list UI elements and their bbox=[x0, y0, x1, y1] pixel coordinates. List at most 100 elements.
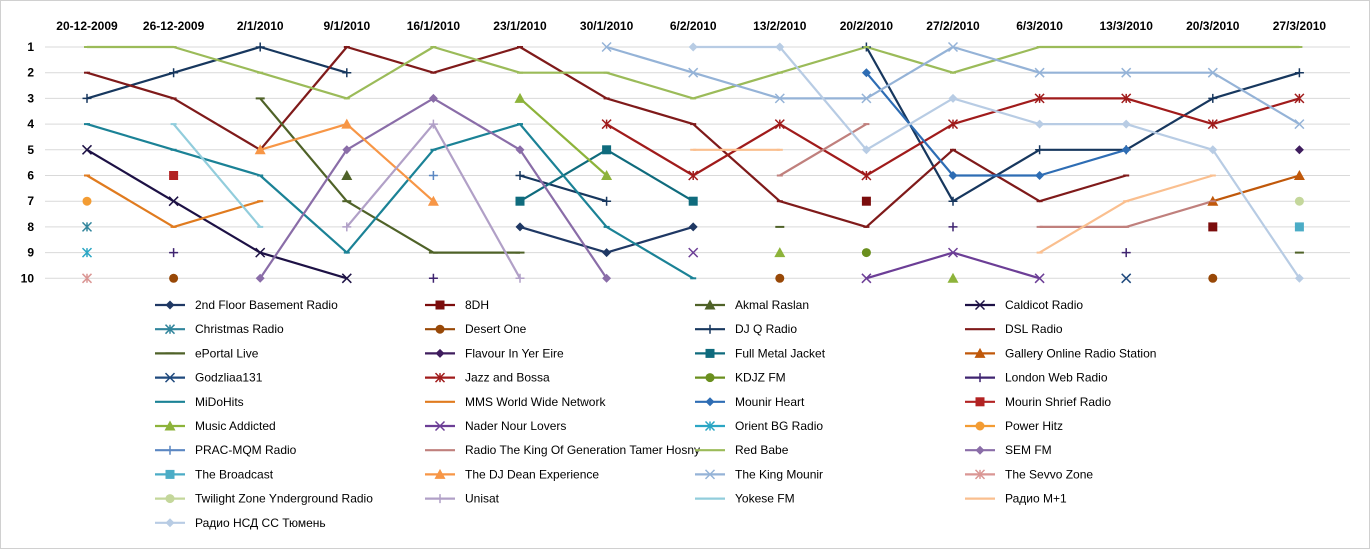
legend-label: DJ Q Radio bbox=[735, 322, 797, 336]
legend-label: PRAC-MQM Radio bbox=[195, 443, 297, 457]
data-point bbox=[688, 196, 698, 206]
data-point bbox=[704, 420, 716, 432]
legend-label: Flavour In Yer Eire bbox=[465, 346, 564, 360]
data-point bbox=[602, 248, 612, 258]
legend-item: Mounir Heart bbox=[695, 395, 805, 409]
data-point bbox=[165, 300, 175, 310]
data-point bbox=[169, 68, 179, 78]
data-point bbox=[169, 273, 179, 283]
legend-label: The DJ Dean Experience bbox=[465, 467, 599, 481]
data-point bbox=[1034, 67, 1045, 78]
legend-label: ePortal Live bbox=[195, 346, 259, 360]
data-point bbox=[705, 397, 715, 407]
data-point bbox=[169, 248, 179, 258]
data-point bbox=[601, 41, 612, 53]
x-tick-label: 20/2/2010 bbox=[840, 19, 894, 33]
series-line bbox=[519, 174, 607, 203]
legend-label: MiDoHits bbox=[195, 395, 244, 409]
legend-item: MMS World Wide Network bbox=[425, 395, 606, 409]
legend-item: Godzliaa131 bbox=[155, 371, 263, 385]
data-point bbox=[948, 196, 958, 206]
data-point bbox=[688, 67, 699, 78]
data-point bbox=[428, 171, 438, 180]
data-point bbox=[1294, 222, 1304, 232]
legend-item: Jazz and Bossa bbox=[425, 371, 550, 385]
series-line bbox=[86, 148, 348, 280]
legend-label: Yokese FM bbox=[735, 492, 795, 506]
data-point bbox=[861, 196, 871, 206]
data-point bbox=[428, 93, 438, 103]
legend-label: Desert One bbox=[465, 322, 527, 336]
legend-item: Gallery Online Radio Station bbox=[965, 346, 1156, 360]
legend-label: DSL Radio bbox=[1005, 322, 1063, 336]
data-point bbox=[1121, 119, 1131, 129]
data-point bbox=[1294, 68, 1304, 78]
legend-item: Радио М+1 bbox=[965, 492, 1067, 506]
data-point bbox=[1121, 67, 1132, 78]
y-tick-label: 3 bbox=[27, 91, 34, 105]
data-point bbox=[947, 119, 959, 130]
legend-label: London Web Radio bbox=[1005, 371, 1108, 385]
data-point bbox=[774, 247, 786, 258]
data-point bbox=[688, 247, 699, 258]
data-point bbox=[255, 42, 265, 52]
legend-label: Radio The King Of Generation Tamer Hosny bbox=[465, 443, 700, 457]
legend-item: PRAC-MQM Radio bbox=[155, 443, 297, 457]
legend-item: 2nd Floor Basement Radio bbox=[155, 298, 338, 312]
x-tick-label: 9/1/2010 bbox=[323, 19, 370, 33]
data-point bbox=[1034, 273, 1045, 284]
data-point bbox=[514, 92, 526, 103]
data-point bbox=[165, 518, 175, 528]
x-tick-label: 2/1/2010 bbox=[237, 19, 284, 33]
data-point bbox=[1294, 119, 1305, 130]
x-tick-label: 16/1/2010 bbox=[407, 19, 461, 33]
legend-item: London Web Radio bbox=[965, 371, 1108, 385]
data-point bbox=[974, 347, 986, 358]
data-point bbox=[1034, 93, 1045, 104]
data-point bbox=[947, 272, 959, 283]
x-tick-label: 13/2/2010 bbox=[753, 19, 807, 33]
data-point bbox=[342, 68, 352, 78]
data-point bbox=[434, 372, 446, 383]
data-point bbox=[169, 171, 179, 180]
series-line bbox=[865, 46, 1300, 203]
data-point bbox=[164, 372, 176, 383]
legend-item: 8DH bbox=[425, 298, 489, 312]
legend-item: Akmal Raslan bbox=[695, 298, 809, 312]
data-point bbox=[1035, 171, 1045, 180]
legend-item: Unisat bbox=[425, 492, 500, 506]
data-point bbox=[1293, 170, 1305, 180]
legend-item: KDJZ FM bbox=[695, 371, 786, 385]
x-tick-label: 13/3/2010 bbox=[1100, 19, 1154, 33]
data-point bbox=[435, 494, 445, 504]
data-point bbox=[255, 273, 265, 283]
legend-item: Yokese FM bbox=[695, 492, 795, 506]
data-point bbox=[164, 420, 176, 431]
data-point bbox=[774, 93, 785, 104]
data-point bbox=[165, 469, 175, 479]
data-point bbox=[254, 144, 266, 155]
legend-label: The King Mounir bbox=[735, 467, 823, 481]
x-tick-label: 30/1/2010 bbox=[580, 19, 634, 33]
data-point bbox=[1208, 145, 1218, 155]
data-point bbox=[435, 324, 445, 334]
legend-item: Flavour In Yer Eire bbox=[425, 346, 564, 360]
data-point bbox=[1207, 67, 1218, 78]
legend-item: Christmas Radio bbox=[155, 322, 284, 336]
data-point bbox=[861, 170, 872, 181]
legend-item: Caldicot Radio bbox=[965, 298, 1083, 312]
legend-label: Music Addicted bbox=[195, 419, 276, 433]
data-point bbox=[948, 171, 958, 180]
data-point bbox=[974, 299, 986, 311]
series-line bbox=[172, 123, 262, 228]
data-point bbox=[1121, 93, 1132, 104]
data-point bbox=[601, 170, 613, 180]
legend-label: Red Babe bbox=[735, 443, 789, 457]
data-point bbox=[975, 373, 985, 383]
x-tick-label: 6/2/2010 bbox=[670, 19, 717, 33]
data-point bbox=[81, 247, 93, 258]
data-point bbox=[861, 68, 871, 78]
data-point bbox=[775, 42, 785, 52]
legend-item: ePortal Live bbox=[155, 346, 259, 360]
